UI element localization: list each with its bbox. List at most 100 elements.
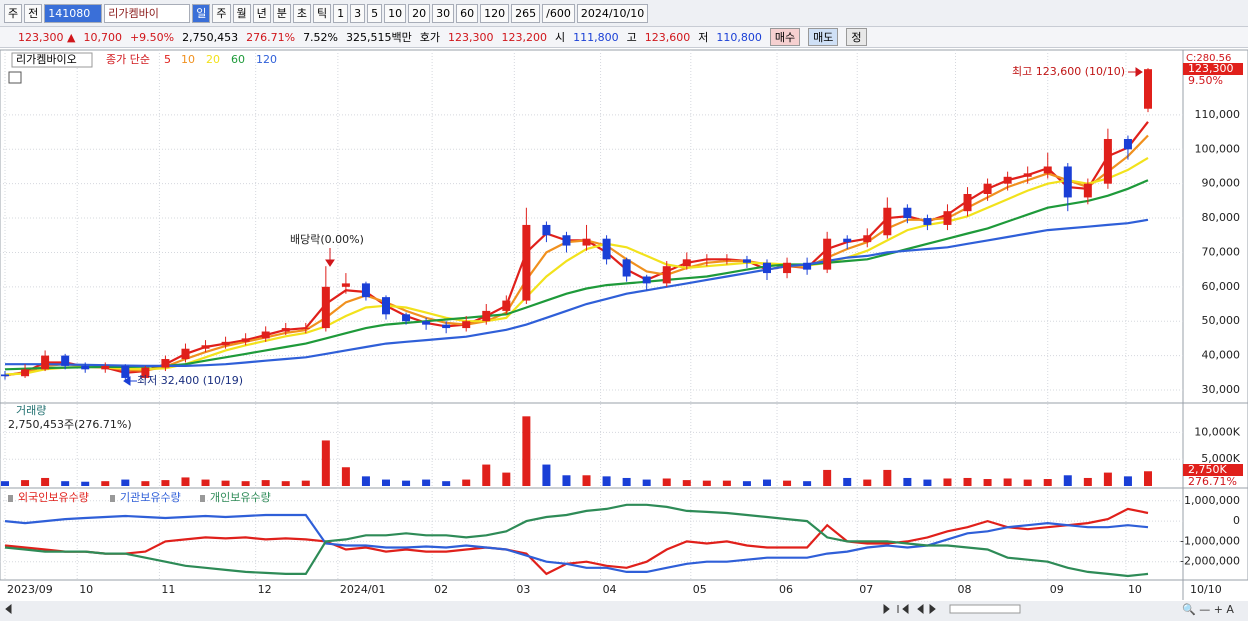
sell-button[interactable]: 매도: [808, 28, 839, 46]
table-icon[interactable]: [8, 71, 22, 84]
toolbar-item[interactable]: /600: [542, 3, 575, 23]
toolbar-item[interactable]: 60: [456, 3, 479, 23]
candle-body: [582, 238, 591, 246]
toolbar-item[interactable]: 3: [350, 3, 366, 23]
bid: 123,200: [501, 30, 548, 44]
toolbar-item[interactable]: 주: [212, 3, 231, 23]
candle-body: [742, 259, 751, 263]
candle-body: [301, 328, 310, 330]
volume-bar: [1, 481, 9, 486]
volume-bar: [41, 477, 50, 486]
candle-body: [81, 365, 90, 370]
x-tick-label: 11: [161, 583, 175, 596]
volume-bar: [742, 481, 751, 486]
last-ratio-label: 276.71%: [1188, 475, 1237, 488]
candle-body: [642, 276, 651, 284]
toolbar-item[interactable]: 141080: [44, 3, 103, 23]
legend-entry: 10: [181, 53, 195, 66]
toolbar-item[interactable]: 초: [292, 3, 311, 23]
scroll-icons[interactable]: [5, 603, 936, 615]
volume-bar: [382, 479, 390, 486]
zoom-icons[interactable]: 🔍 — + A: [1182, 602, 1234, 616]
change-label: 9.50%: [1188, 74, 1223, 87]
ask: 123,300: [448, 30, 494, 44]
x-tick-label: 07: [859, 583, 873, 596]
last-price-label: 123,300: [1188, 62, 1234, 75]
scroll-bar[interactable]: [0, 601, 1248, 621]
toolbar-item[interactable]: 20: [408, 3, 431, 23]
low-arrow: [123, 376, 137, 386]
toolbar-item[interactable]: 틱: [313, 3, 332, 23]
x-tick-label: 10: [1128, 583, 1142, 596]
volume-bar: [622, 477, 631, 486]
volume-bar: [1023, 479, 1032, 486]
holding-line: [4, 513, 1149, 573]
x-tick-label: 06: [779, 583, 793, 596]
toolbar-item[interactable]: 120: [480, 3, 510, 23]
toolbar-item[interactable]: 년: [252, 3, 271, 23]
moving-average: [5, 218, 1149, 367]
x-tick-label: 10: [79, 583, 93, 596]
legend-swatch: [110, 495, 115, 502]
volume-bar: [1083, 477, 1092, 486]
toolbar-item[interactable]: 분: [272, 3, 291, 23]
toolbar-item[interactable]: 주: [4, 3, 23, 23]
x-tick-label: 12: [258, 583, 272, 596]
toolbar-item[interactable]: 10: [384, 3, 407, 23]
toolbar-item[interactable]: 일: [192, 3, 211, 23]
candle-body: [281, 328, 290, 332]
x-tick-label: 03: [516, 583, 530, 596]
volume-bar: [422, 479, 431, 486]
volume-bar: [702, 480, 711, 486]
volume-bar: [321, 440, 330, 486]
volume-bar: [943, 478, 952, 486]
candle-body: [141, 367, 150, 378]
eval-button[interactable]: 정: [846, 28, 867, 46]
candle-body: [903, 207, 912, 219]
toolbar-item[interactable]: 월: [232, 3, 251, 23]
volume-bar: [1003, 478, 1012, 486]
last-volume-label: 2,750K: [1188, 463, 1227, 476]
legend-entry: 20: [206, 53, 220, 66]
candle-body: [702, 259, 711, 261]
candle-body: [763, 262, 771, 274]
toolbar-item[interactable]: 전: [24, 3, 43, 23]
candle-body: [201, 345, 210, 349]
candle-body: [863, 235, 872, 243]
candle-body: [382, 297, 390, 315]
toolbar-item[interactable]: 265: [511, 3, 541, 23]
x-tick-label: 09: [1050, 583, 1064, 596]
candle-body: [923, 218, 932, 225]
legend-swatch: [200, 495, 205, 502]
zoom-slider[interactable]: [949, 604, 1021, 614]
candle-body: [823, 238, 832, 270]
high-arrow: [1128, 67, 1143, 77]
volume-bar: [462, 479, 471, 486]
volume-bar: [221, 480, 230, 486]
candle-body: [241, 338, 250, 342]
volume-bar: [903, 477, 912, 486]
y-tick-label: 5,000K: [1201, 452, 1240, 465]
volume-subtitle: 2,750,453주(276.71%): [8, 418, 132, 431]
volume-bar: [983, 479, 992, 486]
low: 110,800: [716, 30, 762, 44]
toolbar-item[interactable]: 2024/10/10: [576, 3, 649, 23]
legend-entry: 개인보유수량: [210, 491, 271, 504]
toolbar-item[interactable]: 1: [333, 3, 349, 23]
volume-bar: [361, 476, 370, 486]
toolbar-item[interactable]: 5: [367, 3, 383, 23]
volume-bar: [863, 479, 872, 486]
candle-body: [161, 359, 170, 368]
buy-button[interactable]: 매수: [769, 28, 801, 46]
candle-body: [1043, 166, 1052, 174]
toolbar-item[interactable]: 30: [432, 3, 455, 23]
volume-bar: [1063, 475, 1072, 486]
y-tick-label: 10,000K: [1194, 425, 1240, 438]
moving-average: [4, 156, 1149, 376]
candle-body: [321, 286, 330, 329]
open: 111,800: [573, 30, 619, 44]
candle-body: [61, 355, 70, 366]
toolbar-item[interactable]: 리가켐바이: [104, 3, 191, 23]
candle-body: [482, 310, 491, 322]
volume-bar: [883, 469, 892, 486]
